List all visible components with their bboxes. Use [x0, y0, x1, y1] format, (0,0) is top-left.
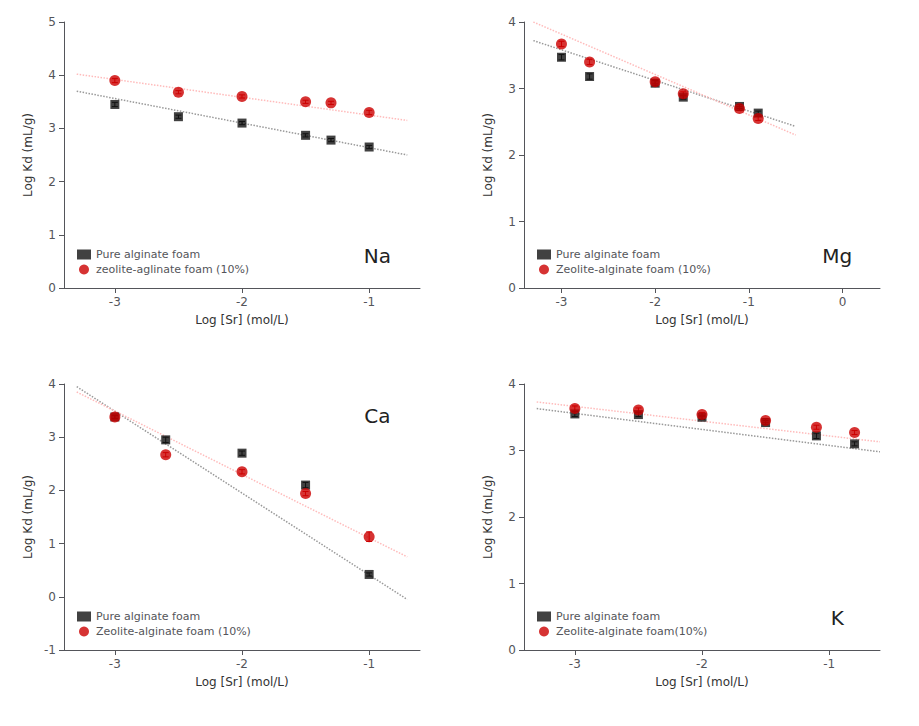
svg-text:-3: -3 [109, 657, 121, 671]
svg-text:0: 0 [839, 295, 847, 309]
svg-text:Mg: Mg [822, 244, 852, 268]
svg-text:K: K [831, 606, 845, 630]
svg-text:-1: -1 [823, 657, 835, 671]
svg-text:Log Kd (mL/g): Log Kd (mL/g) [21, 113, 35, 197]
svg-text:1: 1 [508, 215, 516, 229]
svg-text:2: 2 [48, 483, 56, 497]
svg-text:Log [Sr] (mol/L): Log [Sr] (mol/L) [655, 675, 748, 689]
svg-text:3: 3 [508, 444, 516, 458]
svg-text:-2: -2 [696, 657, 708, 671]
svg-text:4: 4 [508, 377, 516, 391]
svg-text:2: 2 [508, 510, 516, 524]
svg-text:0: 0 [48, 281, 56, 295]
svg-text:-2: -2 [236, 657, 248, 671]
svg-text:3: 3 [508, 82, 516, 96]
svg-text:-1: -1 [743, 295, 755, 309]
svg-text:0: 0 [48, 590, 56, 604]
svg-text:Na: Na [364, 244, 391, 268]
svg-text:-3: -3 [109, 295, 121, 309]
svg-text:Pure alginate foam: Pure alginate foam [556, 610, 660, 623]
svg-text:Log [Sr] (mol/L): Log [Sr] (mol/L) [195, 675, 288, 689]
svg-text:3: 3 [48, 121, 56, 135]
svg-text:Log Kd (mL/g): Log Kd (mL/g) [481, 475, 495, 559]
svg-text:4: 4 [48, 68, 56, 82]
svg-text:2: 2 [508, 148, 516, 162]
svg-text:5: 5 [48, 15, 56, 29]
svg-text:0: 0 [508, 281, 516, 295]
svg-text:1: 1 [508, 577, 516, 591]
svg-text:-2: -2 [649, 295, 661, 309]
svg-text:4: 4 [508, 15, 516, 29]
svg-text:Pure alginate foam: Pure alginate foam [556, 248, 660, 261]
svg-text:-3: -3 [569, 657, 581, 671]
svg-text:Zeolite-alginate foam (10%): Zeolite-alginate foam (10%) [96, 625, 251, 638]
svg-text:1: 1 [48, 537, 56, 551]
svg-text:-1: -1 [363, 657, 375, 671]
svg-text:Ca: Ca [364, 404, 390, 428]
svg-text:Pure alginate foam: Pure alginate foam [96, 610, 200, 623]
svg-text:Log [Sr] (mol/L): Log [Sr] (mol/L) [655, 313, 748, 327]
svg-text:Log Kd (mL/g): Log Kd (mL/g) [481, 113, 495, 197]
svg-text:3: 3 [48, 430, 56, 444]
svg-text:Log [Sr] (mol/L): Log [Sr] (mol/L) [195, 313, 288, 327]
svg-text:-3: -3 [555, 295, 567, 309]
svg-text:1: 1 [48, 228, 56, 242]
svg-text:Pure alginate foam: Pure alginate foam [96, 248, 200, 261]
svg-text:4: 4 [48, 377, 56, 391]
svg-text:Log Kd (mL/g): Log Kd (mL/g) [21, 475, 35, 559]
svg-text:Zeolite-alginate foam(10%): Zeolite-alginate foam(10%) [556, 625, 707, 638]
svg-text:-2: -2 [236, 295, 248, 309]
svg-text:zeolite-aglinate foam (10%): zeolite-aglinate foam (10%) [96, 263, 249, 276]
svg-text:-1: -1 [44, 643, 56, 657]
svg-text:2: 2 [48, 175, 56, 189]
svg-text:Zeolite-alginate foam (10%): Zeolite-alginate foam (10%) [556, 263, 711, 276]
svg-text:0: 0 [508, 643, 516, 657]
svg-text:-1: -1 [363, 295, 375, 309]
